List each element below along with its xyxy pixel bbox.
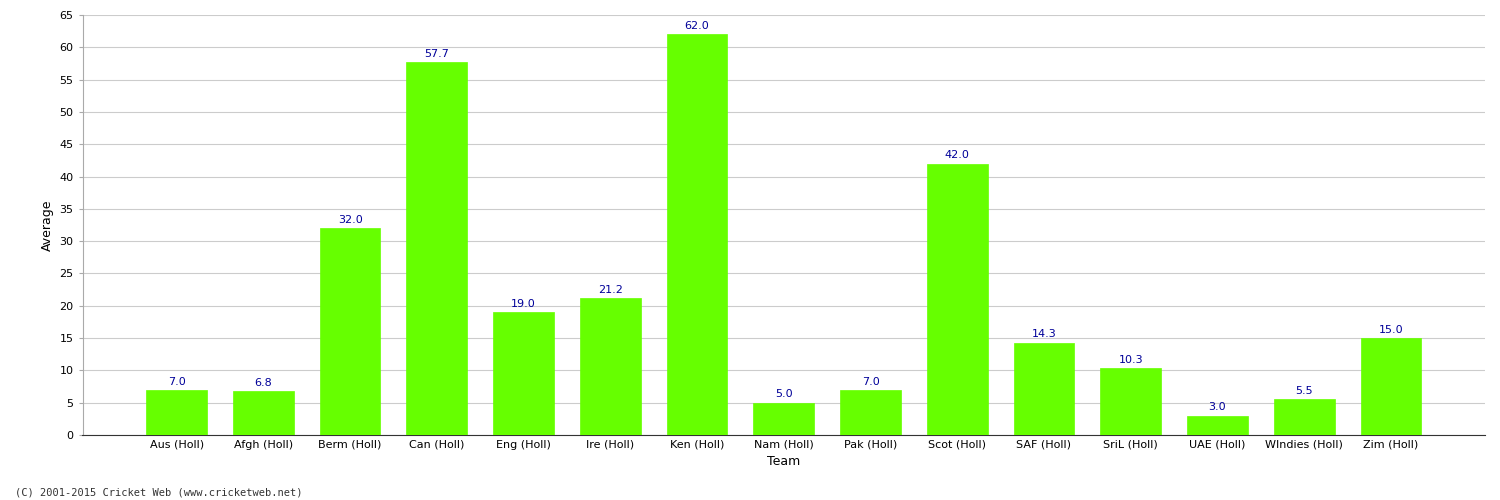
Text: 7.0: 7.0 bbox=[861, 376, 879, 386]
Bar bbox=[1101, 368, 1161, 435]
Text: (C) 2001-2015 Cricket Web (www.cricketweb.net): (C) 2001-2015 Cricket Web (www.cricketwe… bbox=[15, 488, 303, 498]
Text: 42.0: 42.0 bbox=[945, 150, 969, 160]
Bar bbox=[147, 390, 207, 435]
Text: 57.7: 57.7 bbox=[424, 49, 448, 59]
Bar bbox=[320, 228, 381, 435]
Bar bbox=[494, 312, 554, 435]
Bar bbox=[753, 402, 814, 435]
Bar bbox=[840, 390, 902, 435]
Bar bbox=[1274, 400, 1335, 435]
Bar bbox=[1360, 338, 1422, 435]
Text: 5.5: 5.5 bbox=[1296, 386, 1312, 396]
Bar bbox=[406, 62, 466, 435]
Text: 62.0: 62.0 bbox=[684, 21, 709, 31]
Text: 3.0: 3.0 bbox=[1209, 402, 1225, 412]
Bar bbox=[666, 34, 728, 435]
Bar bbox=[580, 298, 640, 435]
Text: 6.8: 6.8 bbox=[255, 378, 272, 388]
Text: 7.0: 7.0 bbox=[168, 376, 186, 386]
Text: 15.0: 15.0 bbox=[1378, 325, 1402, 335]
Text: 10.3: 10.3 bbox=[1119, 355, 1143, 365]
Text: 14.3: 14.3 bbox=[1032, 330, 1056, 340]
Bar bbox=[1186, 416, 1248, 435]
Y-axis label: Average: Average bbox=[40, 199, 54, 251]
Text: 19.0: 19.0 bbox=[512, 299, 536, 309]
Bar bbox=[232, 391, 294, 435]
X-axis label: Team: Team bbox=[766, 456, 801, 468]
Text: 21.2: 21.2 bbox=[598, 285, 622, 295]
Text: 5.0: 5.0 bbox=[776, 390, 792, 400]
Bar bbox=[927, 164, 987, 435]
Bar bbox=[1014, 342, 1074, 435]
Text: 32.0: 32.0 bbox=[338, 215, 363, 225]
